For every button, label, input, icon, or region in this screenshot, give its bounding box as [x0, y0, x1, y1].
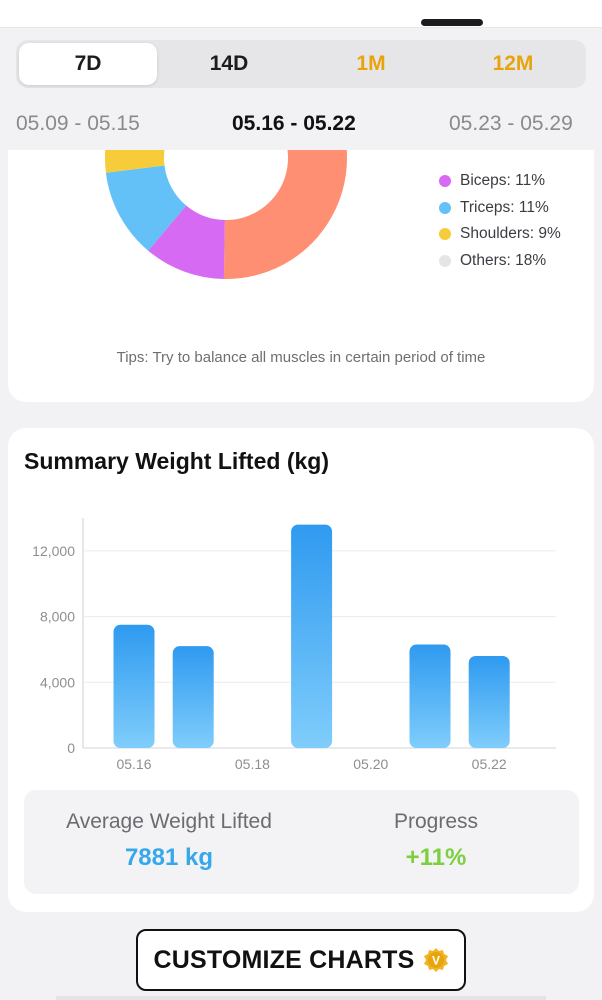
bar-05.17[interactable]	[172, 646, 214, 748]
vip-crown-icon: V	[423, 948, 448, 972]
legend-dot	[439, 254, 451, 267]
legend-item-others: Others: 18%	[439, 248, 561, 275]
legend-label: Triceps: 11%	[460, 198, 549, 216]
tab-1m[interactable]: 1M	[356, 52, 386, 75]
bar-05.19[interactable]	[291, 524, 333, 748]
legend-label: Others: 18%	[460, 251, 547, 269]
legend-dot	[439, 228, 451, 241]
top-bar	[0, 0, 602, 28]
y-tick-label: 8,000	[40, 609, 75, 625]
tips-text: Tips: Try to balance all muscles in cert…	[116, 349, 486, 366]
progress-value: +11%	[405, 844, 467, 871]
x-tick-label: 05.20	[353, 756, 388, 772]
donut-segment-biceps	[148, 205, 225, 279]
stats-panel: Average Weight Lifted 7881 kg Progress +…	[24, 790, 579, 894]
legend-item-triceps: Triceps: 11%	[439, 195, 561, 222]
legend-label: Shoulders: 9%	[460, 225, 561, 243]
bar-05.16[interactable]	[113, 624, 155, 748]
customize-charts-label: CUSTOMIZE CHARTS	[153, 945, 415, 974]
y-tick-label: 4,000	[40, 674, 75, 690]
x-tick-label: 05.18	[235, 756, 270, 772]
weight-bar-chart: 0 4,000 8,000 12,000 05.16 05.18 05.20 05.22	[32, 518, 556, 772]
bar-05.22[interactable]	[468, 656, 510, 748]
date-range-next[interactable]: 05.23 - 05.29	[449, 112, 573, 135]
donut-segment-chest	[223, 150, 347, 279]
vip-badge-letter: V	[432, 954, 440, 968]
legend-label: Biceps: 11%	[460, 172, 546, 190]
y-tick-label: 12,000	[32, 543, 75, 559]
legend-dot	[439, 175, 451, 188]
average-label: Average Weight Lifted	[66, 810, 272, 833]
bottom-divider	[56, 996, 546, 1000]
legend-item-biceps: Biceps: 11%	[439, 168, 561, 195]
period-selector: 7D 14D 1M 12M	[16, 40, 586, 88]
home-indicator	[421, 19, 483, 26]
x-tick-label: 05.16	[116, 756, 151, 772]
date-range-current: 05.16 - 05.22	[232, 112, 356, 135]
donut-segment-shoulders	[105, 150, 165, 173]
bar-05.21[interactable]	[409, 644, 451, 749]
date-range-previous[interactable]: 05.09 - 05.15	[16, 112, 140, 135]
progress-label: Progress	[393, 810, 479, 833]
tab-7d[interactable]: 7D	[19, 43, 157, 85]
tab-14d[interactable]: 14D	[209, 52, 249, 75]
donut-segment-triceps	[105, 165, 187, 251]
muscle-legend: Biceps: 11% Triceps: 11% Shoulders: 9% O…	[439, 168, 561, 274]
tab-12m[interactable]: 12M	[492, 52, 534, 75]
muscle-donut-chart	[105, 150, 347, 279]
legend-item-shoulders: Shoulders: 9%	[439, 221, 561, 248]
y-tick-label: 0	[67, 740, 75, 756]
chart-title: Summary Weight Lifted (kg)	[24, 448, 329, 474]
customize-charts-button[interactable]: CUSTOMIZE CHARTS V	[136, 929, 466, 991]
x-tick-label: 05.22	[472, 756, 507, 772]
legend-dot	[439, 201, 451, 214]
average-value: 7881 kg	[124, 844, 214, 871]
